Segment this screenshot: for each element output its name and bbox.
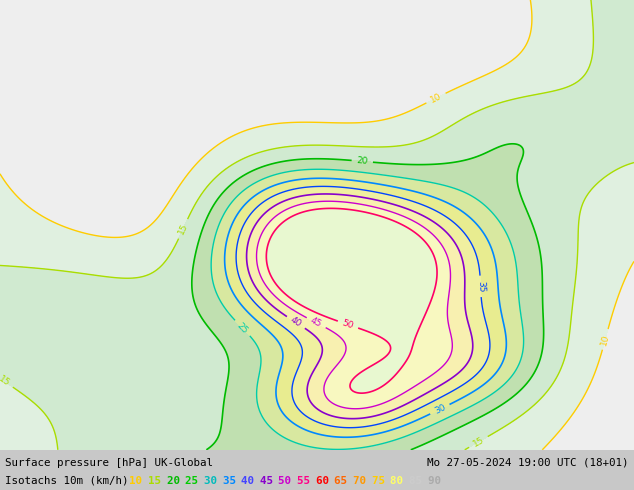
Text: 15: 15 [0,374,11,388]
Text: 15: 15 [148,476,167,486]
Text: 15: 15 [177,222,190,236]
Text: Isotachs 10m (km/h): Isotachs 10m (km/h) [5,476,135,486]
Text: 50: 50 [341,318,355,331]
Text: 10: 10 [429,92,443,105]
Text: 35: 35 [476,280,486,293]
Text: 80: 80 [391,476,410,486]
Text: 90: 90 [427,476,447,486]
Text: Surface pressure [hPa] UK-Global: Surface pressure [hPa] UK-Global [5,458,213,468]
Text: 45: 45 [260,476,280,486]
Text: 55: 55 [297,476,316,486]
Text: 50: 50 [278,476,298,486]
Text: 40: 40 [241,476,261,486]
Text: 75: 75 [372,476,391,486]
Text: 85: 85 [409,476,429,486]
Text: 40: 40 [288,316,303,329]
Text: 25: 25 [185,476,205,486]
Text: 45: 45 [309,316,323,329]
Text: 30: 30 [433,403,447,416]
Text: 10: 10 [599,333,611,346]
Text: 30: 30 [204,476,223,486]
Text: 65: 65 [334,476,354,486]
Text: 60: 60 [316,476,335,486]
Text: Mo 27-05-2024 19:00 UTC (18+01): Mo 27-05-2024 19:00 UTC (18+01) [427,458,629,468]
Text: 70: 70 [353,476,373,486]
Text: 20: 20 [356,156,368,166]
Text: 15: 15 [471,435,486,449]
Text: 20: 20 [167,476,186,486]
Text: 25: 25 [235,321,250,335]
Text: 35: 35 [223,476,242,486]
Text: 10: 10 [129,476,149,486]
